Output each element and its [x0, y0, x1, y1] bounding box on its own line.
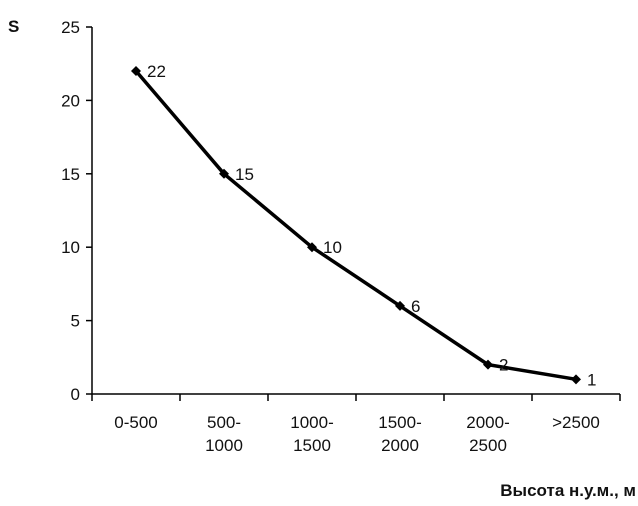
data-point: [395, 300, 405, 311]
data-point: [131, 66, 141, 77]
x-tick-label: 1000-1500: [290, 413, 333, 455]
y-tick-label: 15: [61, 165, 80, 184]
data-point: [307, 242, 317, 253]
data-point: [483, 359, 493, 370]
y-tick-label: 5: [71, 312, 80, 331]
data-label: 10: [323, 238, 342, 257]
ticks: 0 5 10 15 20 25 0-500 500-1000 1000-1500 1500-200…: [61, 18, 621, 455]
data-label: 2: [499, 356, 508, 375]
data-label: 1: [587, 370, 596, 389]
x-tick-label: 1500-2000: [378, 413, 421, 455]
y-tick-label: 25: [61, 18, 80, 37]
x-tick-label: 2000-2500: [466, 413, 509, 455]
data-label: 22: [147, 62, 166, 81]
data-point: [571, 374, 581, 385]
y-tick-label: 0: [71, 385, 80, 404]
axes: [91, 27, 620, 395]
y-axis-title: S: [8, 17, 19, 36]
y-tick-label: 10: [61, 238, 80, 257]
data-point: [219, 168, 229, 179]
data-label: 6: [411, 297, 420, 316]
x-tick-label: 0-500: [114, 413, 157, 432]
series: 22 15 10 6 2 1: [131, 62, 596, 389]
x-tick-label: 500-1000: [205, 413, 243, 455]
y-tick-label: 20: [61, 91, 80, 110]
x-axis-title: Высота н.у.м., м: [500, 481, 636, 500]
x-tick-label: >2500: [552, 413, 600, 432]
series-line: [134, 69, 578, 382]
data-label: 15: [235, 165, 254, 184]
